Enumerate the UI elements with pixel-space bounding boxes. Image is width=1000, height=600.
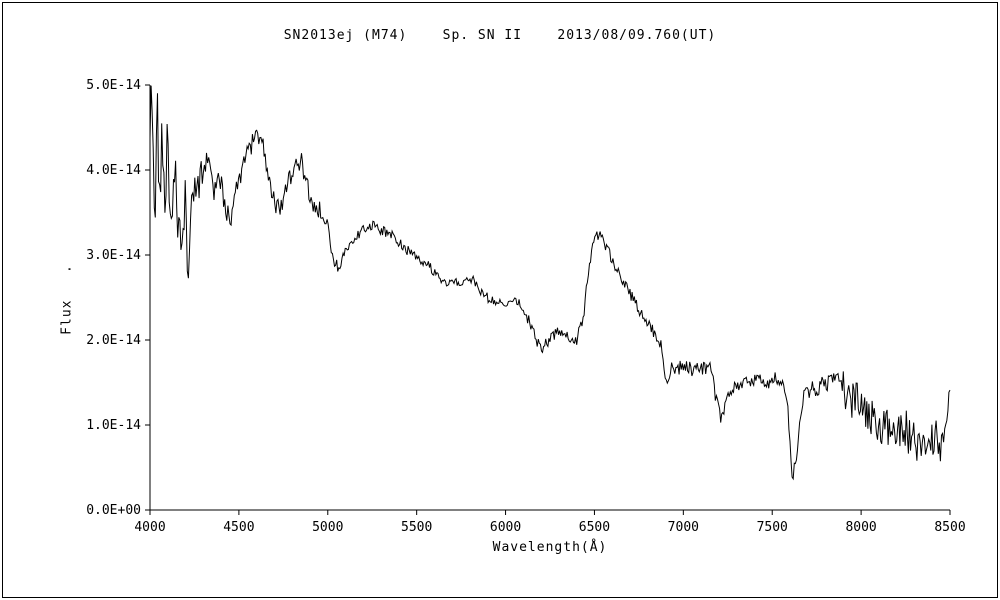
x-tick-label: 6500 [579,520,610,535]
y-tick-label: 2.0E-14 [86,333,141,348]
y-tick-label: 5.0E-14 [86,78,141,93]
x-tick-label: 7500 [757,520,788,535]
x-tick-label: 4500 [223,520,254,535]
x-tick-label: 4000 [134,520,165,535]
chart-title: SN2013ej (M74) Sp. SN II 2013/08/09.760(… [283,28,717,43]
y-tick-label: 3.0E-14 [86,248,141,263]
x-tick-label: 6000 [490,520,521,535]
x-axis-label: Wavelength(Å) [492,540,608,555]
y-tick-label: 0.0E+00 [86,503,141,518]
x-tick-label: 5000 [312,520,343,535]
y-tick-label: 4.0E-14 [86,163,141,178]
x-tick-label: 8000 [845,520,876,535]
spectrum-line [149,85,951,481]
y-tick-label: 1.0E-14 [86,418,141,433]
x-tick-label: 8500 [934,520,965,535]
y-axis-label: Flux . [59,264,75,335]
x-tick-label: 5500 [401,520,432,535]
x-tick-label: 7000 [668,520,699,535]
